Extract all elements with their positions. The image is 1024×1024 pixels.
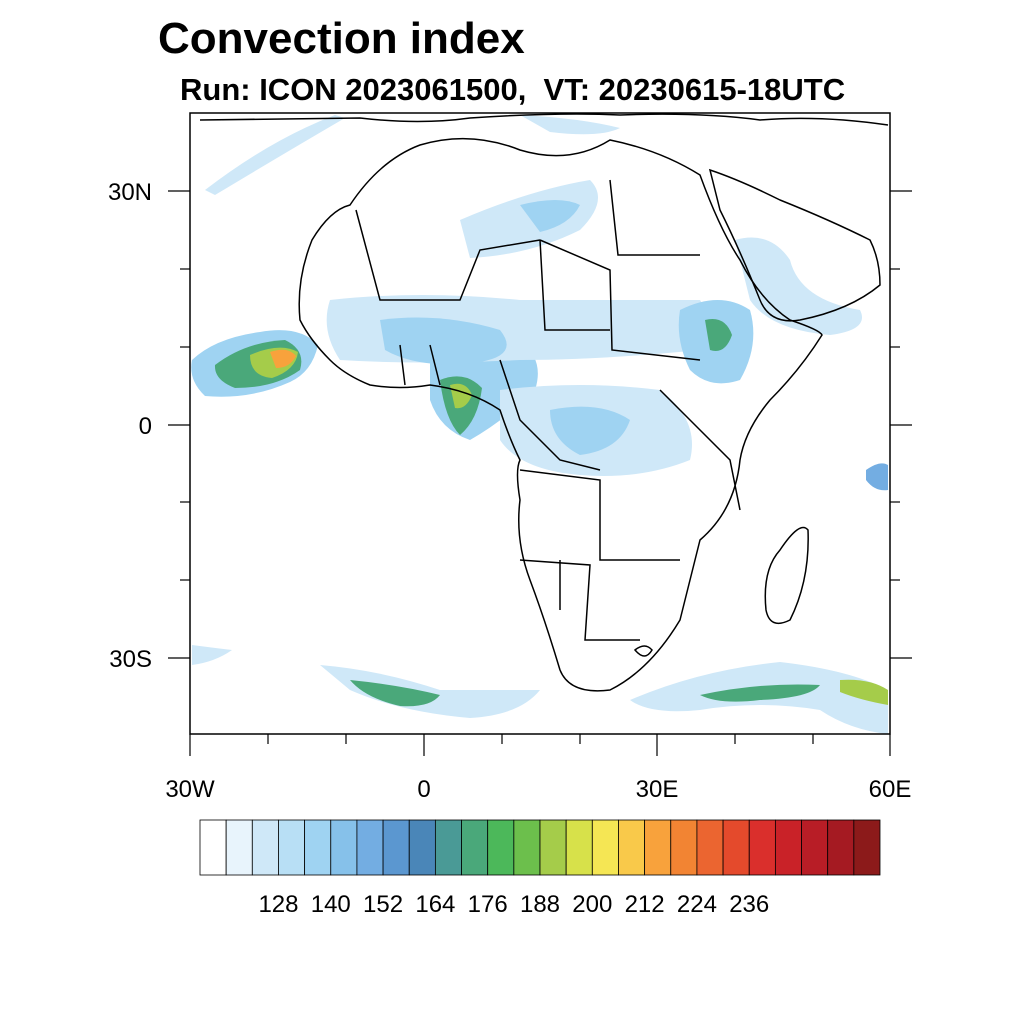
chart-subtitle: Run: ICON 2023061500, VT: 20230615-18UTC (180, 72, 846, 107)
shade-med (520, 115, 620, 135)
shade-sahel-mid (380, 317, 507, 365)
colorbar-box (199, 819, 227, 876)
colorbar-box (434, 819, 462, 876)
colorbar-box (251, 819, 279, 876)
border-3 (539, 239, 610, 331)
lon-label-30w: 30W (165, 776, 215, 803)
shade-ethiopia-core (705, 319, 732, 351)
border-5 (499, 359, 601, 471)
border-1 (355, 209, 541, 301)
chart-title: Convection index (158, 14, 525, 63)
africa-coastline (298, 137, 823, 692)
colorbar-box (565, 819, 593, 876)
border-11 (399, 344, 406, 386)
colorbar-box (304, 819, 332, 876)
convection-shading (191, 115, 888, 734)
colorbar-box (696, 819, 724, 876)
colorbar-box (827, 819, 855, 876)
shade-congo-mid (550, 406, 630, 455)
border-7 (519, 559, 640, 641)
shade-south-indian-core (700, 684, 820, 702)
colorbar-label: 176 (468, 891, 508, 918)
border-10 (429, 344, 441, 386)
arabian-peninsula (708, 168, 881, 322)
shade-nw-streak (205, 115, 345, 195)
colorbar-box (356, 819, 384, 876)
border-4 (609, 179, 700, 256)
tick-marks (168, 190, 912, 756)
colorbar-box (591, 819, 619, 876)
colorbar-label: 188 (520, 891, 560, 918)
colorbar-label: 164 (415, 891, 455, 918)
border-6 (519, 469, 680, 561)
border-9 (659, 389, 741, 511)
shade-south-atlantic (320, 665, 540, 718)
colorbar-box (487, 819, 515, 876)
colorbar-box (461, 819, 489, 876)
map-frame (189, 112, 891, 735)
shade-sahara-2 (520, 200, 580, 232)
lesotho (633, 645, 653, 657)
madagascar (764, 526, 809, 625)
colorbar-box (644, 819, 672, 876)
shade-madagascar-east (866, 463, 888, 491)
colorbar-label: 224 (677, 891, 717, 918)
colorbar-box (722, 819, 750, 876)
colorbar-label: 212 (625, 891, 665, 918)
shade-south-indian-peak (840, 679, 888, 705)
lon-label-60e: 60E (869, 776, 912, 803)
colorbar-box (670, 819, 698, 876)
lon-label-0: 0 (417, 776, 430, 803)
colorbar-box (853, 819, 881, 876)
colorbar-box (513, 819, 541, 876)
border-2 (539, 239, 701, 361)
colorbar-box (330, 819, 358, 876)
colorbar-label: 236 (729, 891, 769, 918)
colorbar-label: 128 (258, 891, 298, 918)
colorbar-box (774, 819, 802, 876)
shade-sahara (460, 180, 598, 258)
colorbar-label: 200 (572, 891, 612, 918)
colorbar-box (278, 819, 306, 876)
lat-label-30s: 30S (109, 646, 152, 673)
colorbar-box (408, 819, 436, 876)
shade-sw-edge (192, 645, 232, 665)
colorbar-box (225, 819, 253, 876)
europe-coast (199, 113, 889, 126)
colorbar-box (539, 819, 567, 876)
colorbar-box (618, 819, 646, 876)
colorbar-boxes (199, 819, 881, 876)
colorbar-box (748, 819, 776, 876)
shade-atlantic-storm-max (270, 349, 296, 368)
lon-label-30e: 30E (636, 776, 679, 803)
shade-south-atlantic-core (350, 680, 440, 707)
colorbar-box (382, 819, 410, 876)
lat-label-30n: 30N (108, 179, 152, 206)
colorbar-label: 152 (363, 891, 403, 918)
colorbar-label: 140 (311, 891, 351, 918)
axis-labels: 30W 0 30E 60E 30N 0 30S (108, 179, 911, 803)
colorbar-box (801, 819, 829, 876)
lat-label-0: 0 (139, 413, 152, 440)
colorbar-labels: 128 140 152 164 176 188 200 212 224 236 (258, 891, 769, 918)
coastlines (199, 113, 889, 692)
